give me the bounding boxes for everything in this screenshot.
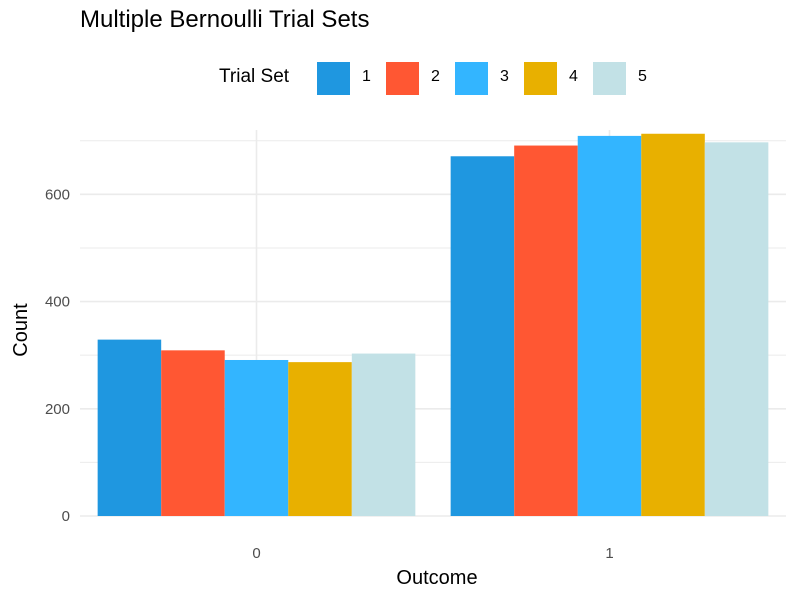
- legend-swatch: [524, 62, 557, 95]
- legend-label: 4: [569, 68, 578, 85]
- y-tick-label: 0: [62, 508, 70, 525]
- bar-0-set-5: [351, 353, 416, 516]
- bar-1-set-2: [514, 145, 578, 516]
- y-axis-title: Count: [10, 303, 32, 357]
- legend-title: Trial Set: [219, 66, 290, 87]
- bar-1-set-5: [704, 142, 769, 516]
- chart-title: Multiple Bernoulli Trial Sets: [80, 6, 370, 33]
- legend-swatch: [593, 62, 626, 95]
- y-tick-label: 200: [45, 401, 70, 418]
- legend-swatch: [386, 62, 419, 95]
- y-tick-label: 600: [45, 186, 70, 203]
- bar-0-set-3: [224, 359, 289, 516]
- bar-1-set-3: [577, 135, 642, 516]
- x-tick-label: 0: [252, 545, 260, 562]
- x-axis-title: Outcome: [396, 567, 477, 589]
- legend: Trial Set 1 2 3 4 5: [0, 60, 800, 96]
- x-tick-label: 1: [605, 545, 613, 562]
- legend-label: 3: [500, 68, 509, 85]
- bars: [97, 133, 769, 516]
- bar-0-set-2: [161, 350, 225, 516]
- legend-label: 5: [638, 68, 647, 85]
- y-tick-label: 400: [45, 294, 70, 311]
- bar-1-set-1: [450, 156, 515, 516]
- legend-label: 1: [362, 68, 371, 85]
- y-axis-ticks: 0 200 400 600: [45, 186, 70, 525]
- bar-0-set-1: [97, 339, 162, 516]
- legend-swatch: [455, 62, 488, 95]
- legend-label: 2: [431, 68, 440, 85]
- legend-swatch: [317, 62, 350, 95]
- bar-0-set-4: [288, 362, 352, 516]
- bar-1-set-4: [641, 133, 705, 516]
